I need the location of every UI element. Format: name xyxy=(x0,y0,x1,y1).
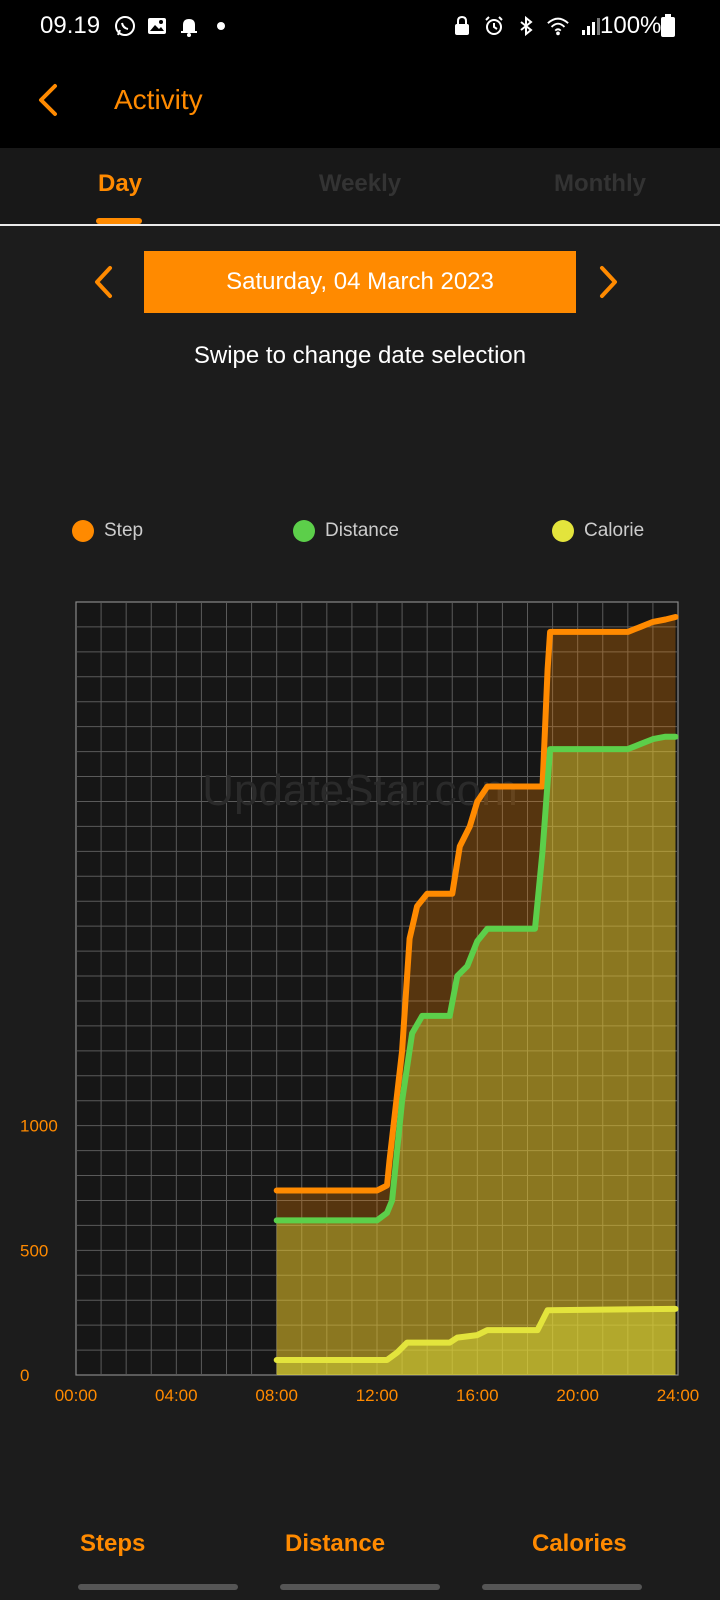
bell-icon xyxy=(177,14,201,38)
watermark: UpdateStar.com xyxy=(202,766,518,815)
x-tick-label: 16:00 xyxy=(456,1386,499,1405)
bluetooth-icon xyxy=(514,14,538,38)
distance-label: Distance xyxy=(285,1530,386,1557)
chart-grid xyxy=(75,601,679,1376)
back-button[interactable] xyxy=(28,78,68,122)
calories-label: Calories xyxy=(532,1530,627,1557)
x-tick-label: 08:00 xyxy=(255,1386,298,1405)
legend-item-calorie: Calorie xyxy=(552,520,644,542)
nav-recents-button[interactable] xyxy=(78,1584,238,1590)
x-tick-label: 12:00 xyxy=(356,1386,399,1405)
chevron-left-icon xyxy=(39,84,57,116)
summary-labels: Steps Distance Calories xyxy=(0,1530,720,1570)
gallery-icon xyxy=(145,14,169,38)
date-label: Saturday, 04 March 2023 xyxy=(226,268,494,295)
legend-label-calorie: Calorie xyxy=(584,520,645,541)
x-tick-label: 24:00 xyxy=(657,1386,700,1405)
legend-label-step: Step xyxy=(104,520,144,541)
whatsapp-icon xyxy=(113,14,137,38)
signal-icon xyxy=(578,14,602,38)
legend-dot-calorie xyxy=(552,520,574,542)
legend-label-distance: Distance xyxy=(325,520,399,541)
chart-areas xyxy=(276,617,676,1375)
line-distance xyxy=(273,733,679,1224)
chevron-right-icon xyxy=(600,266,617,298)
tab-weekly[interactable]: Weekly xyxy=(318,170,402,197)
y-tick-label: 0 xyxy=(20,1366,29,1385)
battery-icon xyxy=(656,14,680,38)
activity-chart: UpdateStar.com 00:00 04:00 08:00 12:00 16:00… xyxy=(20,601,699,1405)
status-time: 09.19 xyxy=(40,12,101,39)
x-tick-label: 20:00 xyxy=(556,1386,599,1405)
app-bar: Activity xyxy=(0,52,720,148)
y-tick-label: 500 xyxy=(20,1241,48,1260)
steps-label: Steps xyxy=(80,1530,146,1557)
date-display[interactable]: Saturday, 04 March 2023 xyxy=(144,251,576,313)
alarm-icon xyxy=(482,14,506,38)
area-step xyxy=(276,617,676,1375)
status-bar: 09.19 100% xyxy=(0,0,720,52)
chevron-left-icon xyxy=(95,266,112,298)
legend-dot-distance xyxy=(293,520,315,542)
area-distance xyxy=(276,736,676,1375)
x-tick-label: 00:00 xyxy=(55,1386,98,1405)
battery-percent: 100% xyxy=(600,12,662,39)
nav-home-button[interactable] xyxy=(280,1584,440,1590)
legend-item-distance: Distance xyxy=(293,520,399,542)
swipe-hint: Swipe to change date selection xyxy=(193,342,527,369)
next-date-button[interactable] xyxy=(590,262,626,302)
page-title: Activity xyxy=(114,84,203,115)
line-step xyxy=(273,614,679,1194)
chart-legend: Step Distance Calorie xyxy=(0,520,720,550)
legend-dot-step xyxy=(72,520,94,542)
tab-bar: Day Weekly Monthly xyxy=(0,148,720,226)
tab-monthly[interactable]: Monthly xyxy=(554,170,646,197)
lock-icon xyxy=(450,14,474,38)
tab-day[interactable]: Day xyxy=(97,170,143,197)
previous-date-button[interactable] xyxy=(86,262,122,302)
chart-axes: 00:00 04:00 08:00 12:00 16:00 20:00 24:00 0 500 1… xyxy=(20,1117,699,1405)
dot-icon xyxy=(209,14,233,38)
status-icons-left xyxy=(113,12,233,40)
chart-lines xyxy=(273,614,679,1363)
system-nav-bar xyxy=(0,1578,720,1600)
wifi-icon xyxy=(546,14,570,38)
x-tick-label: 04:00 xyxy=(155,1386,198,1405)
nav-back-button[interactable] xyxy=(482,1584,642,1590)
y-tick-label: 1000 xyxy=(20,1117,58,1136)
status-icons-right xyxy=(450,12,602,40)
area-calorie xyxy=(276,1308,676,1375)
legend-item-step: Step xyxy=(72,520,143,542)
tab-selected-indicator xyxy=(96,218,142,224)
line-calorie xyxy=(273,1305,679,1363)
